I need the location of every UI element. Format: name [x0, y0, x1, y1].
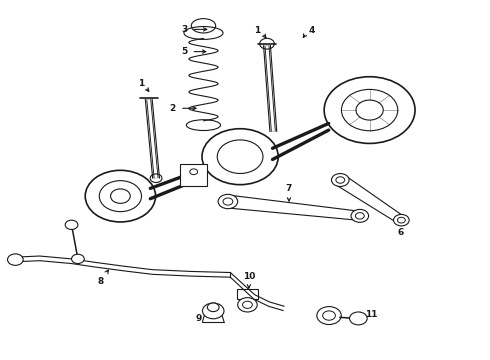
Polygon shape	[335, 176, 405, 223]
Circle shape	[190, 169, 197, 175]
Circle shape	[65, 220, 78, 229]
Circle shape	[323, 311, 335, 320]
Text: 11: 11	[365, 310, 377, 319]
Circle shape	[317, 307, 341, 324]
Circle shape	[331, 174, 349, 186]
FancyBboxPatch shape	[237, 289, 258, 299]
Text: 1: 1	[138, 80, 144, 89]
Text: 1: 1	[254, 26, 261, 35]
Text: 4: 4	[309, 26, 315, 35]
Circle shape	[243, 301, 252, 309]
Circle shape	[202, 303, 224, 319]
Circle shape	[336, 177, 344, 183]
Circle shape	[349, 312, 367, 325]
Text: 7: 7	[286, 184, 292, 193]
Circle shape	[351, 210, 368, 222]
Text: 3: 3	[181, 25, 187, 34]
Circle shape	[218, 194, 238, 209]
Circle shape	[393, 215, 409, 226]
Circle shape	[223, 198, 233, 205]
Circle shape	[397, 217, 405, 223]
Text: 10: 10	[243, 272, 255, 281]
Text: 8: 8	[97, 277, 103, 286]
FancyBboxPatch shape	[180, 164, 207, 186]
Circle shape	[355, 213, 364, 219]
Circle shape	[7, 254, 23, 265]
Text: 2: 2	[170, 104, 175, 113]
Circle shape	[238, 298, 257, 312]
Text: 6: 6	[397, 228, 403, 237]
Text: 9: 9	[196, 315, 202, 324]
Text: 5: 5	[181, 47, 187, 56]
Circle shape	[72, 254, 84, 264]
Circle shape	[207, 303, 219, 312]
Polygon shape	[226, 195, 361, 220]
